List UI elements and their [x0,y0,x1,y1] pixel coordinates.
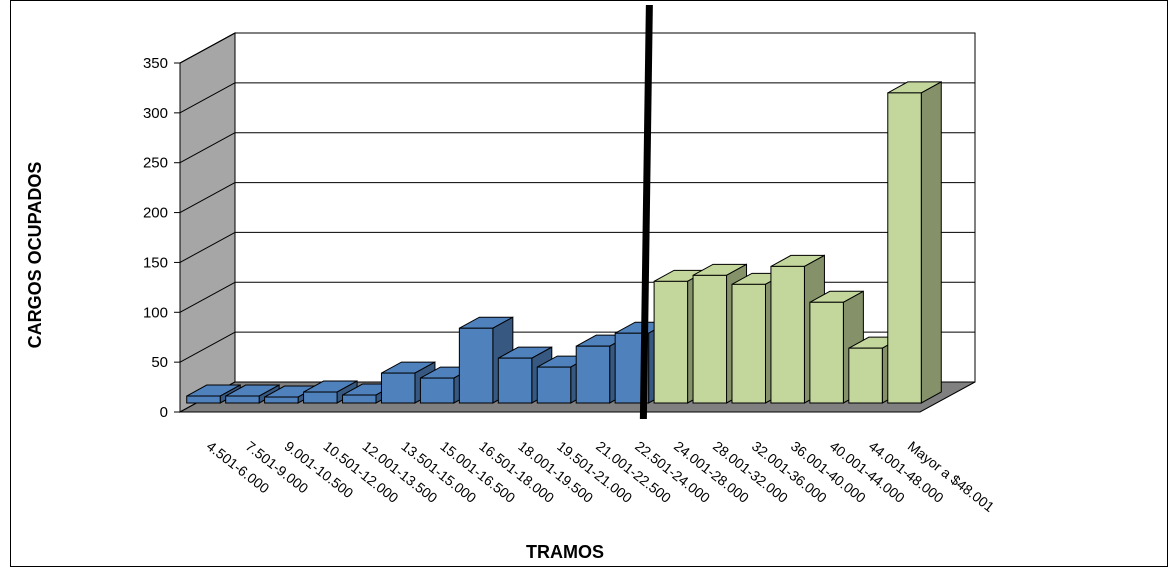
bar-front [264,396,299,404]
bar-front [419,377,455,404]
bar-front [342,394,377,404]
gridline-side [179,281,236,313]
bar-front [575,345,611,404]
chart-frame [10,0,1168,567]
y-tick-label: 300 [143,105,168,122]
side-wall [179,32,236,413]
gridline-side [179,32,236,64]
bar-front [536,366,572,404]
y-axis-ticks: 0 50 100 150 200 250 300 350 [143,55,168,421]
bar [887,81,942,404]
back-wall [234,32,976,383]
bars [186,81,942,404]
bar-front [497,357,533,404]
bar-front [731,283,766,404]
gridlines [174,32,975,413]
bar-front [225,395,260,404]
y-tick-label: 200 [143,205,168,222]
group-divider [639,4,653,420]
bar-front [303,391,338,404]
bar-front [692,274,728,404]
bar-front [770,265,805,404]
y-axis-title: CARGOS OCUPADOS [25,162,45,349]
y-tick-label: 350 [143,55,168,72]
bar-front [887,92,922,404]
x-axis-ticks: 4.501-6.0007.501-9.0009.001-10.50010.501… [204,438,998,515]
gridline-side [179,182,236,214]
x-axis-title: TRAMOS [526,542,604,562]
y-tick-label: 250 [143,155,168,172]
gridline-side [179,132,236,164]
gridline-side [179,331,236,363]
y-tick-label: 50 [151,354,168,371]
y-tick-label: 0 [160,404,168,421]
y-tick-label: 150 [143,254,168,271]
bar-front [809,301,844,404]
bar-side [920,81,942,404]
divider-line [639,4,653,420]
y-tick-label: 100 [143,304,168,321]
bar-front [186,395,221,404]
bar-front [653,280,689,404]
bar-front [458,327,494,404]
gridline-side [179,82,236,114]
bar-front [848,347,883,404]
bar-front [380,372,416,404]
gridline-side [179,231,236,263]
